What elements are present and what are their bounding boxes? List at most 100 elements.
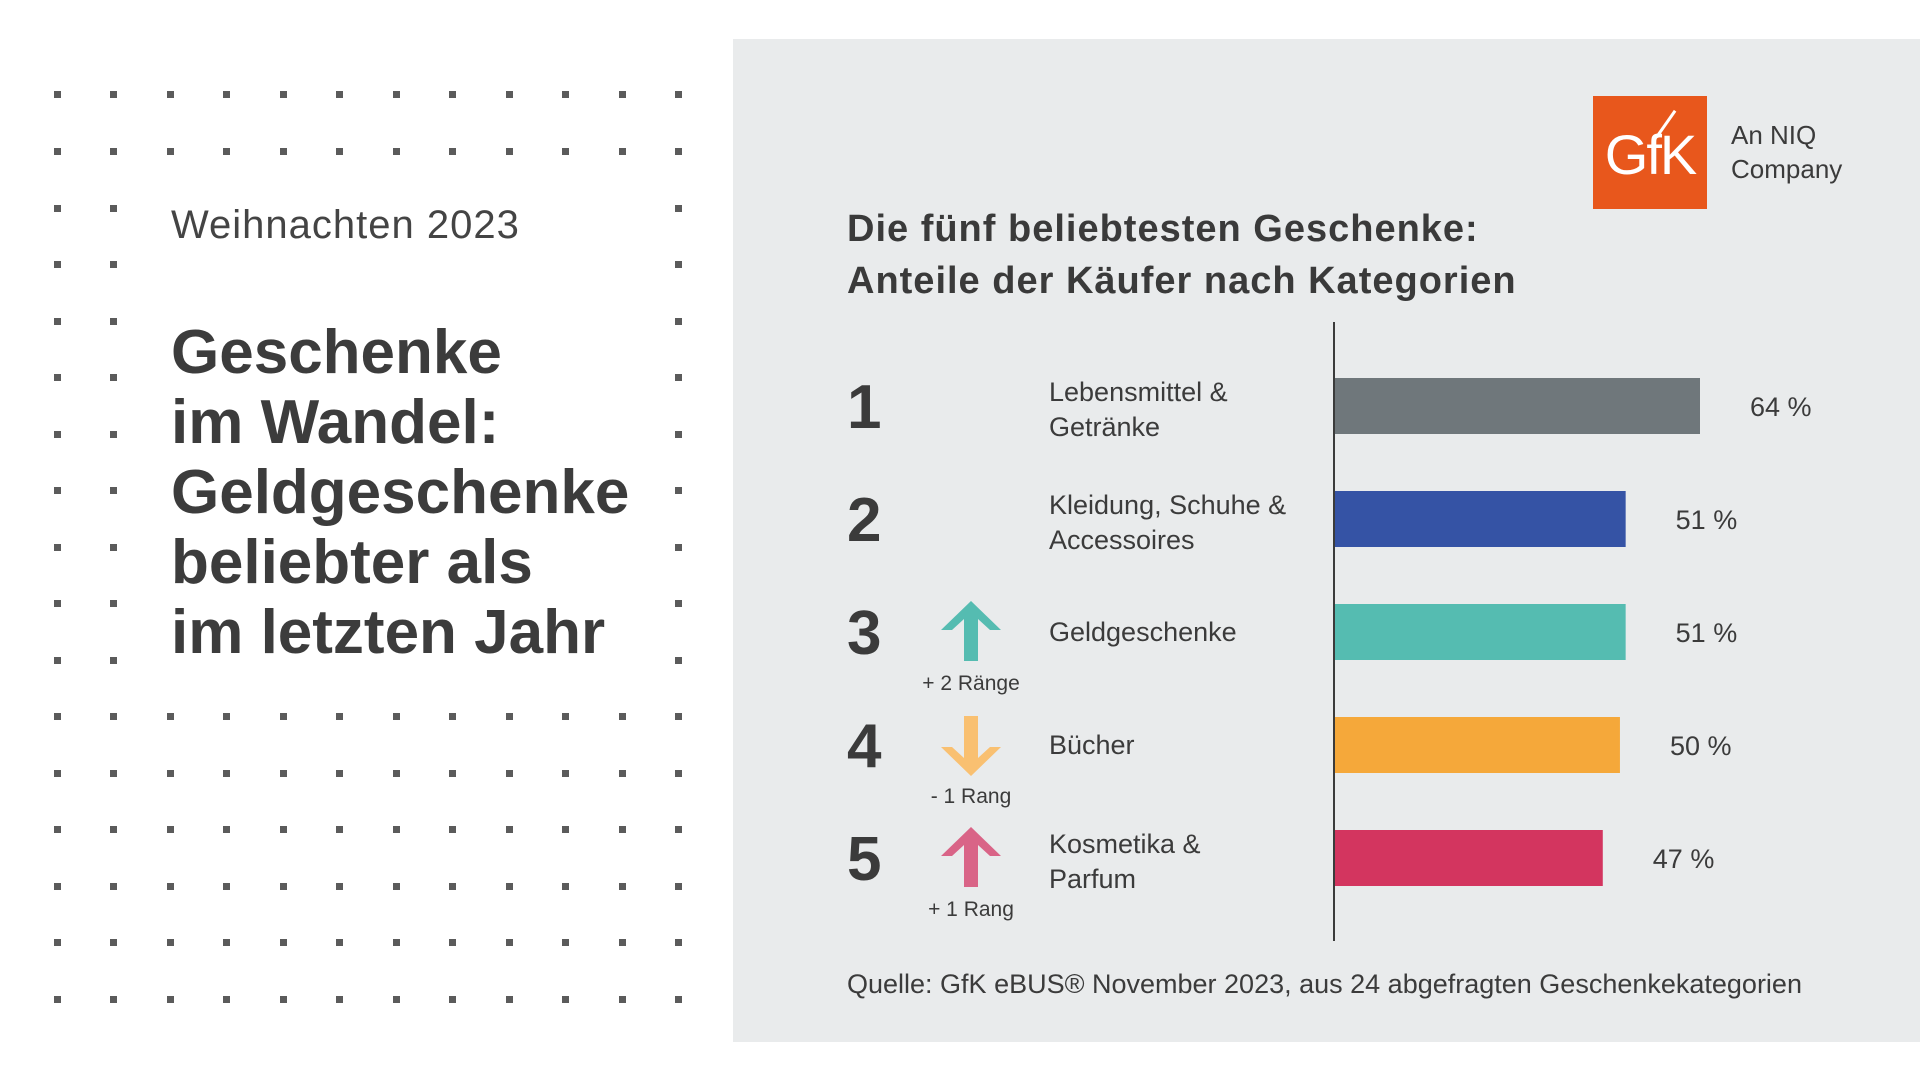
pattern-dot — [675, 600, 682, 607]
bar — [1334, 717, 1620, 773]
chart-panel — [733, 39, 1920, 1042]
pattern-dot — [110, 374, 117, 381]
pattern-dot — [449, 939, 456, 946]
pattern-dot — [562, 713, 569, 720]
category-label: Lebensmittel & — [1049, 377, 1228, 407]
pattern-dot — [675, 939, 682, 946]
pattern-dot — [675, 487, 682, 494]
pattern-dot — [54, 487, 61, 494]
headline-line: Geldgeschenke — [171, 458, 630, 527]
pattern-dot — [675, 318, 682, 325]
pattern-dot — [280, 996, 287, 1003]
pattern-dot — [506, 91, 513, 98]
pattern-dot — [167, 713, 174, 720]
pattern-dot — [54, 205, 61, 212]
category-label: Parfum — [1049, 864, 1136, 894]
logo-mark: GfK — [1604, 123, 1697, 186]
pattern-dot — [675, 996, 682, 1003]
pattern-dot — [675, 883, 682, 890]
pattern-dot — [54, 996, 61, 1003]
value-label: 64 % — [1750, 392, 1812, 422]
pattern-dot — [506, 883, 513, 890]
pattern-dot — [393, 770, 400, 777]
pattern-dot — [336, 883, 343, 890]
pattern-dot — [54, 91, 61, 98]
pattern-dot — [54, 261, 61, 268]
pattern-dot — [449, 91, 456, 98]
pattern-dot — [393, 148, 400, 155]
pattern-dot — [54, 374, 61, 381]
pattern-dot — [675, 826, 682, 833]
pattern-dot — [280, 883, 287, 890]
gfk-logo: GfK — [1593, 96, 1707, 209]
pattern-dot — [619, 713, 626, 720]
pattern-dot — [54, 939, 61, 946]
rank-change-label: + 1 Rang — [928, 898, 1014, 921]
rank-number: 4 — [847, 712, 882, 781]
pattern-dot — [675, 713, 682, 720]
pattern-dot — [393, 883, 400, 890]
pattern-dot — [54, 544, 61, 551]
pattern-dot — [167, 826, 174, 833]
rank-number: 3 — [847, 599, 881, 668]
pattern-dot — [110, 487, 117, 494]
chart-title-line: Anteile der Käufer nach Kategorien — [847, 260, 1517, 302]
pattern-dot — [675, 544, 682, 551]
category-label: Geldgeschenke — [1049, 617, 1237, 647]
value-label: 50 % — [1670, 731, 1732, 761]
pattern-dot — [675, 431, 682, 438]
pattern-dot — [223, 713, 230, 720]
pattern-dot — [223, 883, 230, 890]
pattern-dot — [619, 770, 626, 777]
pattern-dot — [675, 261, 682, 268]
pattern-dot — [619, 148, 626, 155]
pattern-dot — [562, 91, 569, 98]
pattern-dot — [393, 996, 400, 1003]
pattern-dot — [675, 374, 682, 381]
pattern-dot — [54, 770, 61, 777]
pattern-dot — [54, 431, 61, 438]
pattern-dot — [280, 713, 287, 720]
pattern-dot — [54, 713, 61, 720]
pattern-dot — [675, 657, 682, 664]
pattern-dot — [167, 770, 174, 777]
rank-number: 5 — [847, 825, 881, 894]
pattern-dot — [336, 148, 343, 155]
pattern-dot — [223, 826, 230, 833]
pattern-dot — [562, 996, 569, 1003]
pattern-dot — [110, 883, 117, 890]
source-note: Quelle: GfK eBUS® November 2023, aus 24 … — [847, 969, 1802, 999]
pattern-dot — [280, 148, 287, 155]
pattern-dot — [223, 939, 230, 946]
pattern-dot — [167, 148, 174, 155]
pattern-dot — [619, 939, 626, 946]
pattern-dot — [506, 148, 513, 155]
pattern-dot — [110, 713, 117, 720]
pattern-dot — [167, 996, 174, 1003]
pattern-dot — [110, 261, 117, 268]
pattern-dot — [280, 826, 287, 833]
pattern-dot — [449, 826, 456, 833]
pattern-dot — [393, 826, 400, 833]
pattern-dot — [449, 996, 456, 1003]
value-label: 47 % — [1653, 844, 1715, 874]
pattern-dot — [223, 148, 230, 155]
headline-line: beliebter als — [171, 528, 533, 597]
pattern-dot — [336, 826, 343, 833]
pattern-dot — [562, 939, 569, 946]
pattern-dot — [223, 770, 230, 777]
pattern-dot — [562, 770, 569, 777]
pattern-dot — [506, 770, 513, 777]
rank-change-label: + 2 Ränge — [922, 672, 1020, 695]
chart-title-line: Die fünf beliebtesten Geschenke: — [847, 208, 1479, 250]
pattern-dot — [54, 148, 61, 155]
pattern-dot — [336, 770, 343, 777]
pattern-dot — [167, 939, 174, 946]
pattern-dot — [110, 148, 117, 155]
pattern-dot — [110, 431, 117, 438]
pattern-dot — [336, 91, 343, 98]
kicker-label: Weihnachten 2023 — [171, 203, 520, 247]
headline-line: im Wandel: — [171, 388, 500, 457]
pattern-dot — [167, 883, 174, 890]
